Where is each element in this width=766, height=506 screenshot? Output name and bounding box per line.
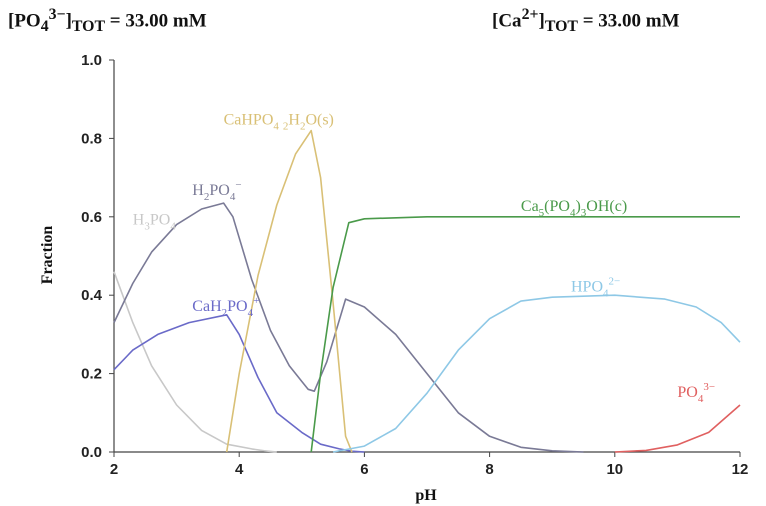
- series-label-part: PO: [677, 384, 697, 401]
- y-tick-label: 0.4: [81, 287, 103, 304]
- series-label-part: 2: [283, 121, 289, 133]
- series-label-part: OH(c): [586, 198, 627, 215]
- series-label-part: PO: [209, 182, 229, 199]
- series-label-part: Ca: [521, 198, 539, 215]
- series-label-part: ): [575, 198, 580, 215]
- series-label-hpo4: HPO42−: [571, 275, 620, 299]
- series-label-cah2po4: CaH2PO4+: [192, 295, 259, 319]
- y-tick-label: 0.0: [81, 444, 102, 461]
- series-label-part: H: [288, 112, 300, 129]
- y-tick-label: 0.2: [81, 366, 102, 383]
- series-label-cahpo4: CaHPO4 2H2O(s): [224, 112, 334, 133]
- y-tick-label: 0.6: [81, 209, 102, 226]
- series-label-part: H: [192, 182, 204, 199]
- series-label-part: −: [235, 179, 241, 191]
- x-tick-label: 6: [360, 461, 368, 478]
- series-label-part: PO: [227, 298, 247, 315]
- series-label-part: 4: [570, 207, 576, 219]
- series-line-cahpo4: [225, 129, 353, 453]
- series-label-h2po4: H2PO4−: [192, 179, 241, 203]
- series-line-hpo4: [332, 294, 741, 453]
- series-line-h2po4: [113, 202, 584, 453]
- series-label-part: 4: [248, 307, 254, 319]
- series-label-h3po4: H3PO4: [133, 212, 177, 233]
- x-tick-label: 4: [235, 461, 244, 478]
- series-label-hap: Ca5(PO4)3OH(c): [521, 198, 627, 219]
- series-lines: [113, 129, 741, 453]
- x-tick-label: 12: [732, 461, 749, 478]
- y-tick-label: 0.8: [81, 130, 102, 147]
- series-label-part: 4: [603, 287, 609, 299]
- header-phosphate-total: [PO43−]TOT = 33.00 mM: [8, 6, 207, 36]
- series-label-part: CaH: [192, 298, 222, 315]
- series-label-part: +: [253, 295, 259, 307]
- series-label-part: 2: [204, 191, 210, 203]
- series-label-part: 4: [230, 191, 236, 203]
- series-label-part: CaHPO: [224, 112, 274, 129]
- series-label-po4: PO43−: [677, 381, 715, 405]
- axes: 2 4 6 8 10 120.00.20.40.60.81.0: [81, 52, 748, 478]
- series-label-part: 3: [144, 221, 150, 233]
- series-label-part: 3−: [703, 381, 715, 393]
- series-label-part: (PO: [544, 198, 570, 215]
- series-label-part: HPO: [571, 278, 603, 295]
- series-label-part: 2: [222, 307, 228, 319]
- y-tick-label: 1.0: [81, 52, 102, 69]
- series-label-part: H: [133, 212, 145, 229]
- series-label-part: 2−: [609, 275, 621, 287]
- series-line-h3po4: [113, 271, 277, 453]
- x-tick-label: 8: [485, 461, 493, 478]
- x-tick-label: 2: [110, 461, 118, 478]
- series-line-po4: [614, 404, 741, 453]
- y-axis-title: Fraction: [39, 226, 56, 285]
- series-label-part: 4: [698, 393, 704, 405]
- series-label-part: 4: [170, 221, 176, 233]
- series-label-part: O(s): [305, 112, 333, 129]
- series-label-part: 2: [300, 121, 306, 133]
- header-calcium-total: [Ca2+]TOT = 33.00 mM: [492, 6, 680, 36]
- series-label-part: 5: [539, 207, 545, 219]
- series-label-part: 4: [273, 121, 279, 133]
- series-label-part: PO: [150, 212, 170, 229]
- x-tick-label: 10: [606, 461, 623, 478]
- series-label-part: 3: [581, 207, 587, 219]
- series-line-cah2po4: [113, 314, 365, 453]
- series-line-hap: [310, 216, 740, 453]
- x-axis-title: pH: [415, 487, 437, 504]
